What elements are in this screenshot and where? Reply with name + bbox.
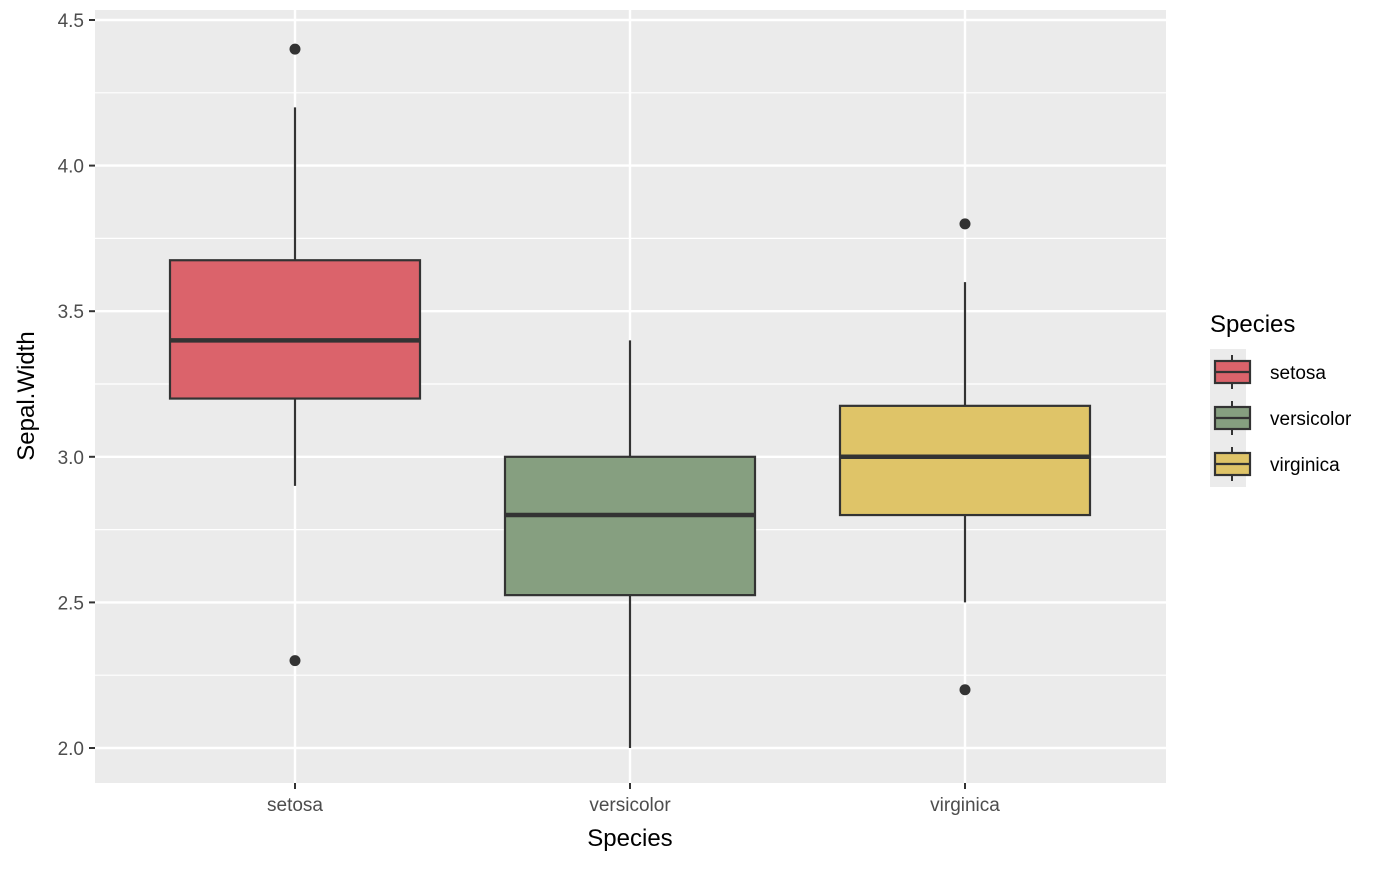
iqr-box bbox=[503, 455, 757, 597]
y-tick-label: 4.5 bbox=[58, 11, 84, 32]
x-axis-title: Species bbox=[587, 825, 672, 852]
box-setosa bbox=[168, 43, 422, 667]
box-virginica bbox=[838, 218, 1092, 696]
y-tick-label: 3.5 bbox=[58, 302, 84, 323]
outlier-point bbox=[289, 43, 301, 55]
x-tick-label-virginica: virginica bbox=[930, 795, 1000, 816]
y-tick-label: 2.0 bbox=[58, 739, 84, 760]
legend-label: versicolor bbox=[1270, 409, 1352, 430]
legend-item-versicolor: versicolor bbox=[1213, 401, 1352, 435]
legend-title: Species bbox=[1210, 311, 1295, 338]
outlier-point bbox=[959, 218, 971, 230]
y-tick-label: 3.0 bbox=[58, 448, 84, 469]
y-axis-title: Sepal.Width bbox=[13, 331, 40, 460]
box-versicolor bbox=[503, 340, 757, 748]
outlier-point bbox=[959, 684, 971, 696]
legend-label: virginica bbox=[1270, 455, 1340, 476]
legend-item-setosa: setosa bbox=[1213, 355, 1326, 389]
x-tick-label-versicolor: versicolor bbox=[589, 795, 671, 816]
iqr-box bbox=[838, 404, 1092, 517]
legend-item-virginica: virginica bbox=[1213, 447, 1340, 481]
iqr-box bbox=[168, 259, 422, 400]
legend-label: setosa bbox=[1270, 363, 1326, 384]
y-tick-label: 2.5 bbox=[58, 593, 84, 614]
x-tick-label-setosa: setosa bbox=[267, 795, 323, 816]
outlier-point bbox=[289, 655, 301, 667]
y-tick-label: 4.0 bbox=[58, 157, 84, 178]
